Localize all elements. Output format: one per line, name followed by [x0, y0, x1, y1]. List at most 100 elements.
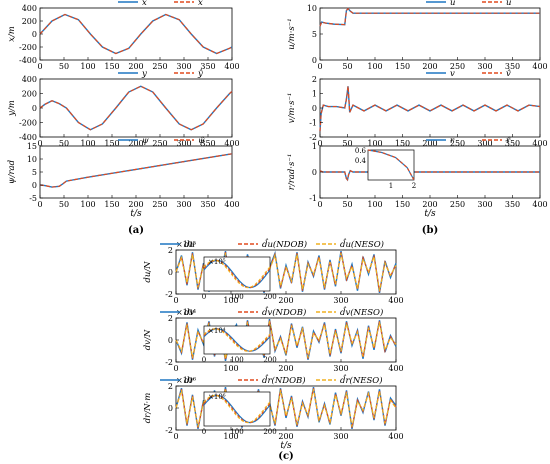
y-tick-label: 0: [312, 56, 317, 65]
x-tick-label: 150: [104, 200, 119, 209]
inset-frame: [203, 391, 271, 427]
x-tick-label: 300: [333, 432, 348, 441]
x-tick-label: 0: [173, 296, 178, 305]
x-tick-label: 350: [200, 62, 215, 71]
inset-frame: [203, 325, 271, 355]
axis-exponent: ×10⁶: [176, 376, 196, 385]
legend-entry: du: [184, 240, 195, 250]
y-tick-label: 1: [312, 90, 317, 99]
y-tick-label: -2: [165, 290, 173, 299]
x-tick-label: 200: [422, 200, 437, 209]
inset-line: [203, 328, 271, 352]
legend-entry: r: [450, 136, 455, 146]
panel-label: (a): [128, 225, 144, 236]
x-tick-label: 50: [342, 200, 352, 209]
x-tick-label: 300: [176, 200, 191, 209]
x-tick-label: 0: [173, 432, 178, 441]
legend-entry: ψ: [142, 136, 149, 146]
axis-exponent: ×10⁴: [176, 308, 196, 317]
x-tick-label: 350: [200, 139, 215, 148]
inset-exponent: ×10⁴: [208, 327, 226, 335]
inset-line: [203, 394, 271, 424]
legend-entry: d̂v(NESO): [340, 305, 383, 318]
plot-frame: [39, 145, 233, 199]
x-tick-label: 0: [317, 200, 322, 209]
legend-entry: x: [142, 0, 147, 8]
inset-frame: [203, 256, 271, 292]
x-tick-label: 400: [224, 62, 239, 71]
y-axis-label: r/rad·s⁻¹: [287, 154, 297, 190]
x-tick-label: 400: [224, 200, 239, 209]
legend-entry: v̂: [506, 68, 511, 79]
y-axis-label: u/m·s⁻¹: [287, 18, 297, 49]
panel-label: (b): [422, 225, 438, 236]
y-tick-label: 2: [168, 246, 173, 255]
legend-entry: dr: [184, 376, 194, 386]
inset-y-tick-label: 0.6: [355, 147, 367, 155]
inset-line: [203, 259, 271, 289]
series-line-dr-2: [175, 389, 397, 427]
y-axis-label: dv/N: [143, 329, 153, 350]
y-tick-label: 2: [312, 75, 317, 84]
y-tick-label: -2: [309, 133, 317, 142]
x-tick-label: 100: [367, 139, 382, 148]
x-tick-label: 250: [152, 62, 167, 71]
series-line-x-1: [39, 13, 233, 55]
x-tick-label: 300: [477, 62, 492, 71]
inset-line: [203, 328, 271, 352]
inset-x-tick-label: 1: [389, 182, 393, 190]
y-tick-label: 0: [168, 268, 173, 277]
y-tick-label: 0: [32, 104, 37, 113]
x-tick-label: 100: [80, 139, 95, 148]
legend-entry: u: [450, 0, 455, 8]
y-tick-label: 15: [27, 142, 37, 151]
x-tick-label: 100: [223, 296, 238, 305]
plot-frame: [319, 7, 541, 61]
legend-entry: r̂: [506, 135, 511, 146]
x-tick-label: 300: [477, 200, 492, 209]
chart-psi: 0 50 100 150 200 250 300 350 400-5051015ψ/radt/s…: [7, 135, 240, 219]
x-tick-label: 350: [200, 200, 215, 209]
x-tick-label: 0: [37, 62, 42, 71]
inset-line: [367, 149, 415, 181]
chart-r: 0 50 100 150 200 250 300 350 400-101r/rad·s⁻¹t/s…: [287, 135, 548, 219]
y-tick-label: -1: [309, 119, 317, 128]
x-tick-label: 200: [278, 364, 293, 373]
inset-line: [203, 259, 271, 289]
inset-x-tick-label: 200: [263, 428, 276, 436]
y-tick-label: 10: [307, 4, 317, 13]
x-tick-label: 400: [532, 62, 547, 71]
chart-u: 0 50 100 150 200 250 300 350 400 0 5 10 u/m·s⁻¹ u û: [287, 0, 548, 71]
y-tick-label: 0: [32, 181, 37, 190]
y-axis-label: ψ/rad: [7, 159, 17, 184]
inset-exponent: ×10⁵: [208, 258, 226, 266]
legend-entry: y: [141, 69, 147, 79]
inset-line: [203, 394, 271, 424]
series-line-v-1: [319, 86, 541, 132]
y-tick-label: 0: [312, 104, 317, 113]
x-tick-label: 50: [59, 62, 69, 71]
y-tick-label: -200: [19, 43, 37, 52]
x-tick-label: 0: [317, 62, 322, 71]
x-tick-label: 400: [388, 296, 403, 305]
x-tick-label: 200: [128, 200, 143, 209]
x-tick-label: 200: [128, 139, 143, 148]
series-line-r-1: [319, 169, 540, 182]
y-tick-label: 1: [312, 142, 317, 151]
y-axis-label: y/m: [7, 100, 17, 117]
inset-x-tick-label: 100: [230, 293, 243, 301]
x-axis-label: t/s: [280, 441, 292, 451]
x-tick-label: 50: [342, 139, 352, 148]
x-tick-label: 300: [477, 139, 492, 148]
y-axis-label: du/N: [143, 261, 153, 283]
x-tick-label: 250: [450, 139, 465, 148]
y-axis-label: dr/N·m: [143, 393, 153, 424]
x-tick-label: 0: [37, 200, 42, 209]
inset-x-tick-label: 200: [263, 356, 276, 364]
x-tick-label: 200: [278, 432, 293, 441]
x-tick-label: 0: [37, 139, 42, 148]
inset-line: [203, 259, 271, 289]
